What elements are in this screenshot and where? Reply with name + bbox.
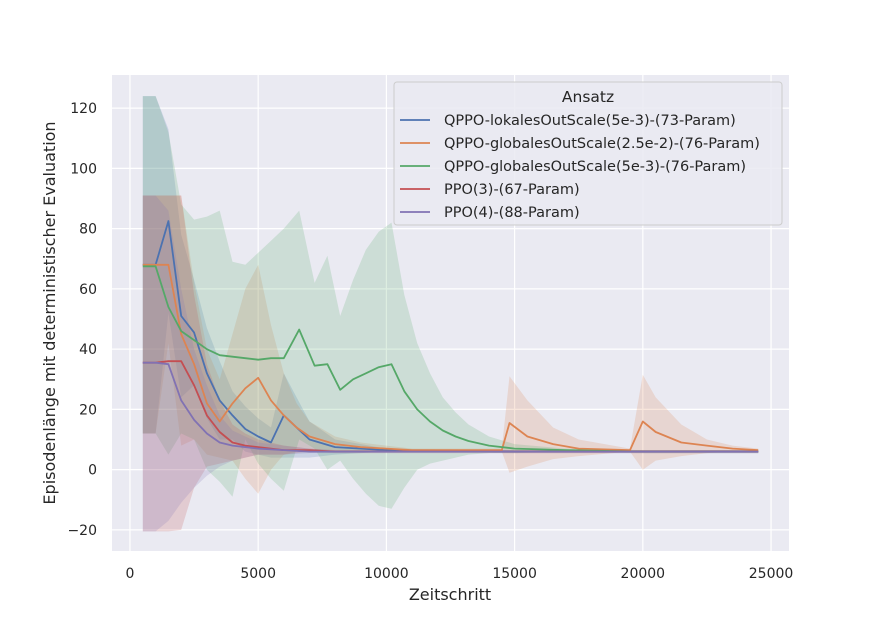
y-tick-label: 20 (79, 402, 97, 418)
series-lines (142, 220, 759, 453)
x-axis-label: Zeitschritt (409, 585, 491, 604)
series-line-1 (142, 220, 759, 453)
legend-label: PPO(4)-(88-Param) (444, 205, 580, 221)
confidence-band-3 (142, 96, 759, 509)
y-tick-label: 0 (88, 463, 97, 479)
x-tick-label: 10000 (364, 566, 409, 582)
legend-items: QPPO-lokalesOutScale(5e-3)-(73-Param) QPP… (400, 113, 760, 221)
legend-label: QPPO-globalesOutScale(2.5e-2)-(76-Param) (444, 136, 760, 152)
legend-label: QPPO-lokalesOutScale(5e-3)-(73-Param) (444, 113, 736, 129)
x-tick-label: 0 (125, 566, 134, 582)
legend-label: PPO(3)-(67-Param) (444, 182, 580, 198)
confidence-band-5 (142, 195, 759, 532)
legend-label: QPPO-globalesOutScale(5e-3)-(76-Param) (444, 159, 746, 175)
series-line-2 (142, 263, 759, 452)
y-tick-labels: −20 0 20 40 60 80 100 120 (67, 101, 97, 539)
y-tick-label: 80 (79, 222, 97, 238)
y-tick-label: 100 (70, 161, 97, 177)
legend-title: Ansatz (562, 88, 614, 106)
confidence-bands (142, 96, 759, 532)
x-tick-label: 15000 (492, 566, 537, 582)
y-axis-label: Episodenlänge mit deterministischer Eval… (40, 121, 59, 504)
y-tick-label: −20 (67, 523, 97, 539)
confidence-band-2 (142, 195, 759, 494)
legend-box (393, 81, 783, 226)
y-tick-label: 40 (79, 342, 97, 358)
x-tick-labels: 0 5000 10000 15000 20000 25000 (125, 566, 793, 582)
series-line-5 (142, 361, 759, 453)
legend: Ansatz QPPO-lokalesOutScale(5e-3)-(73-Pa… (393, 81, 783, 226)
confidence-band-4 (142, 195, 759, 532)
x-tick-label: 20000 (621, 566, 666, 582)
x-tick-label: 25000 (749, 566, 794, 582)
series-line-3 (142, 265, 759, 453)
y-tick-label: 60 (79, 282, 97, 298)
y-tick-label: 120 (70, 101, 97, 117)
x-tick-label: 5000 (240, 566, 276, 582)
